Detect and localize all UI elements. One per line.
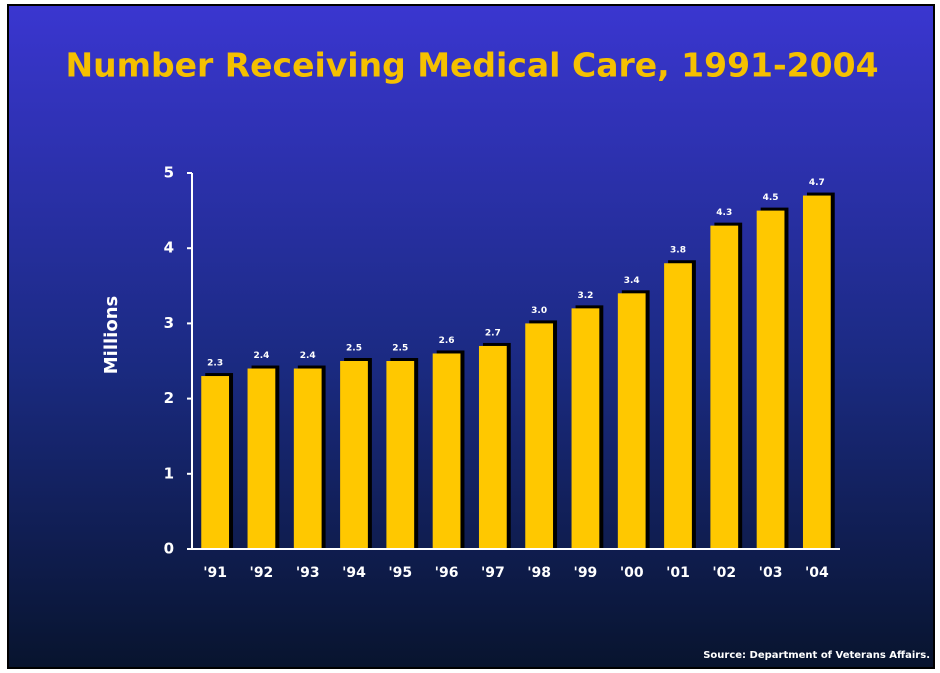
data-label: 2.3	[207, 359, 223, 369]
data-label: 3.4	[624, 276, 640, 286]
background	[7, 4, 935, 669]
bar	[664, 263, 692, 549]
data-label: 2.5	[346, 344, 362, 354]
y-tick-label: 3	[164, 314, 174, 332]
x-tick-label: '96	[435, 565, 459, 581]
bar	[802, 195, 831, 549]
data-label: 2.5	[392, 344, 408, 354]
y-tick-label: 1	[164, 464, 174, 482]
y-tick-label: 4	[164, 239, 174, 257]
data-label: 4.5	[763, 193, 779, 203]
x-tick-label: '98	[527, 565, 551, 581]
bar	[478, 345, 507, 549]
x-tick-label: '93	[296, 565, 320, 581]
bar	[525, 323, 554, 549]
bar	[293, 368, 322, 549]
x-tick-label: '94	[342, 565, 366, 581]
x-tick-label: '95	[388, 565, 412, 581]
bar	[340, 361, 368, 549]
y-tick-label: 5	[164, 164, 174, 182]
bar	[247, 368, 276, 549]
x-tick-label: '91	[203, 565, 227, 581]
x-tick-label: '99	[574, 565, 598, 581]
bar	[571, 308, 600, 549]
x-tick-label: '01	[666, 565, 690, 581]
bar	[386, 361, 415, 549]
data-label: 4.3	[716, 208, 732, 218]
data-label: 2.7	[485, 328, 501, 338]
bar	[432, 353, 461, 549]
y-tick-label: 0	[164, 540, 174, 558]
data-label: 2.4	[253, 351, 269, 361]
x-tick-label: '04	[805, 565, 829, 581]
x-tick-label: '92	[250, 565, 274, 581]
x-tick-label: '02	[712, 565, 736, 581]
data-label: 2.6	[439, 336, 455, 346]
data-label: 3.0	[531, 306, 547, 316]
data-label: 3.8	[670, 246, 686, 256]
source: Source: Department of Veterans Affairs.	[703, 650, 930, 661]
data-label: 4.7	[809, 178, 825, 188]
chart-title: Number Receiving Medical Care, 1991-2004	[65, 46, 878, 85]
bar	[617, 293, 646, 549]
x-tick-label: '00	[620, 565, 644, 581]
x-tick-label: '03	[759, 565, 783, 581]
x-tick-label: '97	[481, 565, 505, 581]
bar	[710, 225, 739, 549]
data-label: 2.4	[300, 351, 316, 361]
bar	[756, 210, 785, 549]
data-label: 3.2	[577, 291, 593, 301]
y-axis-label: Millions	[101, 296, 122, 375]
bar	[201, 376, 230, 549]
y-tick-label: 2	[164, 389, 174, 407]
